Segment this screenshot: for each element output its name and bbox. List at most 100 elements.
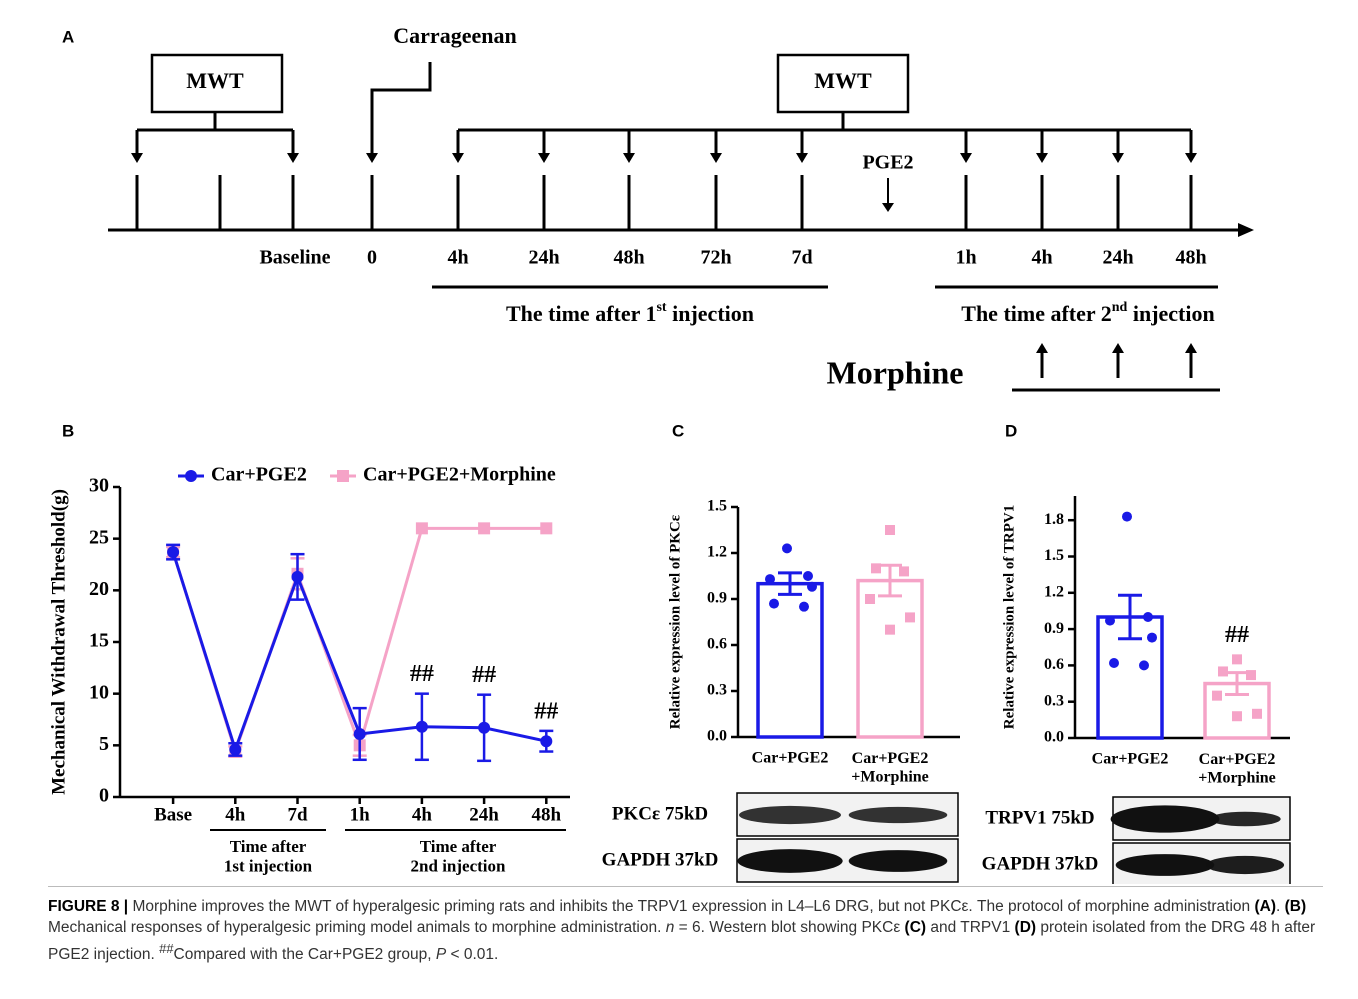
- arrow-head: [1185, 343, 1197, 353]
- y-tick-label: 25: [89, 526, 109, 548]
- y-tick-label: 0.9: [707, 590, 727, 607]
- marker: [292, 571, 304, 583]
- y-tick-label: 10: [89, 681, 109, 703]
- marker: [1147, 633, 1157, 643]
- x-tick-label: Car+PGE2+Morphine: [851, 750, 929, 785]
- marker: [1232, 711, 1242, 721]
- x-tick-label: Car+PGE2: [752, 750, 829, 767]
- timepoint: 0: [367, 247, 377, 269]
- arrow-head: [366, 153, 378, 163]
- caption-segment: and TRPV1: [926, 919, 1014, 936]
- page: {"panel_labels": ["A", "B", "C", "D"], "…: [0, 0, 1358, 999]
- y-tick-label: 1.5: [707, 498, 727, 515]
- arrow-head: [710, 153, 722, 163]
- marker: [1105, 616, 1115, 626]
- arrow-head: [623, 153, 635, 163]
- y-tick-label: 0.6: [1044, 656, 1064, 673]
- marker: [1212, 691, 1222, 701]
- marker: [416, 721, 428, 733]
- marker: [185, 470, 197, 482]
- blot-label: GAPDH 37kD: [602, 849, 719, 870]
- x-tick-label: 24h: [469, 804, 499, 825]
- arrow-head: [131, 153, 143, 163]
- arrow-head: [1036, 343, 1048, 353]
- timepoint: 4h: [1031, 247, 1052, 269]
- arrow-head: [287, 153, 299, 163]
- marker: [478, 722, 490, 734]
- x-tick-label: 4h: [412, 804, 433, 825]
- blot-band: [1116, 854, 1215, 876]
- x-tick-label: Car+PGE2: [1092, 751, 1169, 768]
- y-axis-title: Relative expression level of TRPV1: [1001, 505, 1017, 729]
- timepoint: 24h: [1102, 247, 1133, 269]
- x-tick-label: 7d: [287, 804, 308, 825]
- stimulus: Carrageenan: [393, 23, 516, 48]
- marker: [1218, 666, 1228, 676]
- y-tick-label: 0.0: [1044, 729, 1064, 746]
- arrow-head: [960, 153, 972, 163]
- timepoint: 7d: [791, 247, 812, 269]
- arrow-head: [452, 153, 464, 163]
- blot-band: [739, 806, 841, 824]
- x-tick-label: 1h: [350, 804, 371, 825]
- period-tail: injection: [667, 301, 754, 326]
- period-text: The time after 2: [961, 301, 1112, 326]
- y-tick-label: 0: [99, 785, 109, 807]
- marker: [782, 543, 792, 553]
- bar: [858, 581, 922, 737]
- y-axis-title: Mechanical Withdrawal Threshold(g): [48, 489, 69, 795]
- marker: [871, 563, 881, 573]
- connector: [372, 62, 430, 150]
- timepoint: 24h: [528, 247, 559, 269]
- period-text: The time after 1: [506, 301, 657, 326]
- marker: [416, 522, 428, 534]
- arrow-head: [1112, 343, 1124, 353]
- timepoint: 48h: [1175, 247, 1206, 269]
- y-tick-label: 1.8: [1044, 511, 1064, 528]
- y-tick-label: 0.3: [1044, 692, 1064, 709]
- blot-band: [1111, 805, 1220, 832]
- panel-label: A: [62, 27, 74, 46]
- second-stimulus: PGE2: [862, 152, 913, 174]
- marker: [337, 470, 349, 482]
- arrow-head: [796, 153, 808, 163]
- marker: [540, 735, 552, 747]
- x-tick-label: Base: [154, 804, 192, 825]
- blot-band: [849, 807, 948, 823]
- timepoint: 4h: [447, 247, 468, 269]
- period-label: The time after 1st injection: [506, 300, 754, 326]
- y-axis-title: Relative expression level of PKCε: [667, 514, 683, 729]
- arrow-head: [1185, 153, 1197, 163]
- caption-segment: ##: [159, 941, 173, 956]
- y-tick-label: 1.5: [1044, 547, 1064, 564]
- y-tick-label: 20: [89, 578, 109, 600]
- y-tick-label: 0.9: [1044, 620, 1064, 637]
- arrow-head: [1238, 223, 1254, 237]
- marker: [354, 728, 366, 740]
- annotation: ##: [472, 662, 496, 688]
- caption-segment: (A): [1254, 898, 1276, 915]
- annotation: ##: [410, 661, 434, 687]
- caption-segment: P: [436, 946, 446, 963]
- separator: [48, 886, 1323, 887]
- marker: [905, 612, 915, 622]
- box-label: MWT: [186, 68, 244, 93]
- x-tick-label: Car+PGE2+Morphine: [1198, 751, 1276, 786]
- marker: [1143, 612, 1153, 622]
- marker: [899, 566, 909, 576]
- y-tick-label: 30: [89, 475, 109, 497]
- annotation: ##: [534, 698, 558, 724]
- y-tick-label: 5: [99, 733, 109, 755]
- caption-segment: (C): [905, 919, 927, 936]
- marker: [799, 602, 809, 612]
- arrow-head: [538, 153, 550, 163]
- caption-segment: Mechanical responses of hyperalgesic pri…: [48, 919, 666, 936]
- period-sup: st: [656, 300, 666, 315]
- arrow-head: [1036, 153, 1048, 163]
- marker: [478, 522, 490, 534]
- caption-segment: .: [1276, 898, 1285, 915]
- caption-segment: = 6. Western blot showing PKCε: [674, 919, 904, 936]
